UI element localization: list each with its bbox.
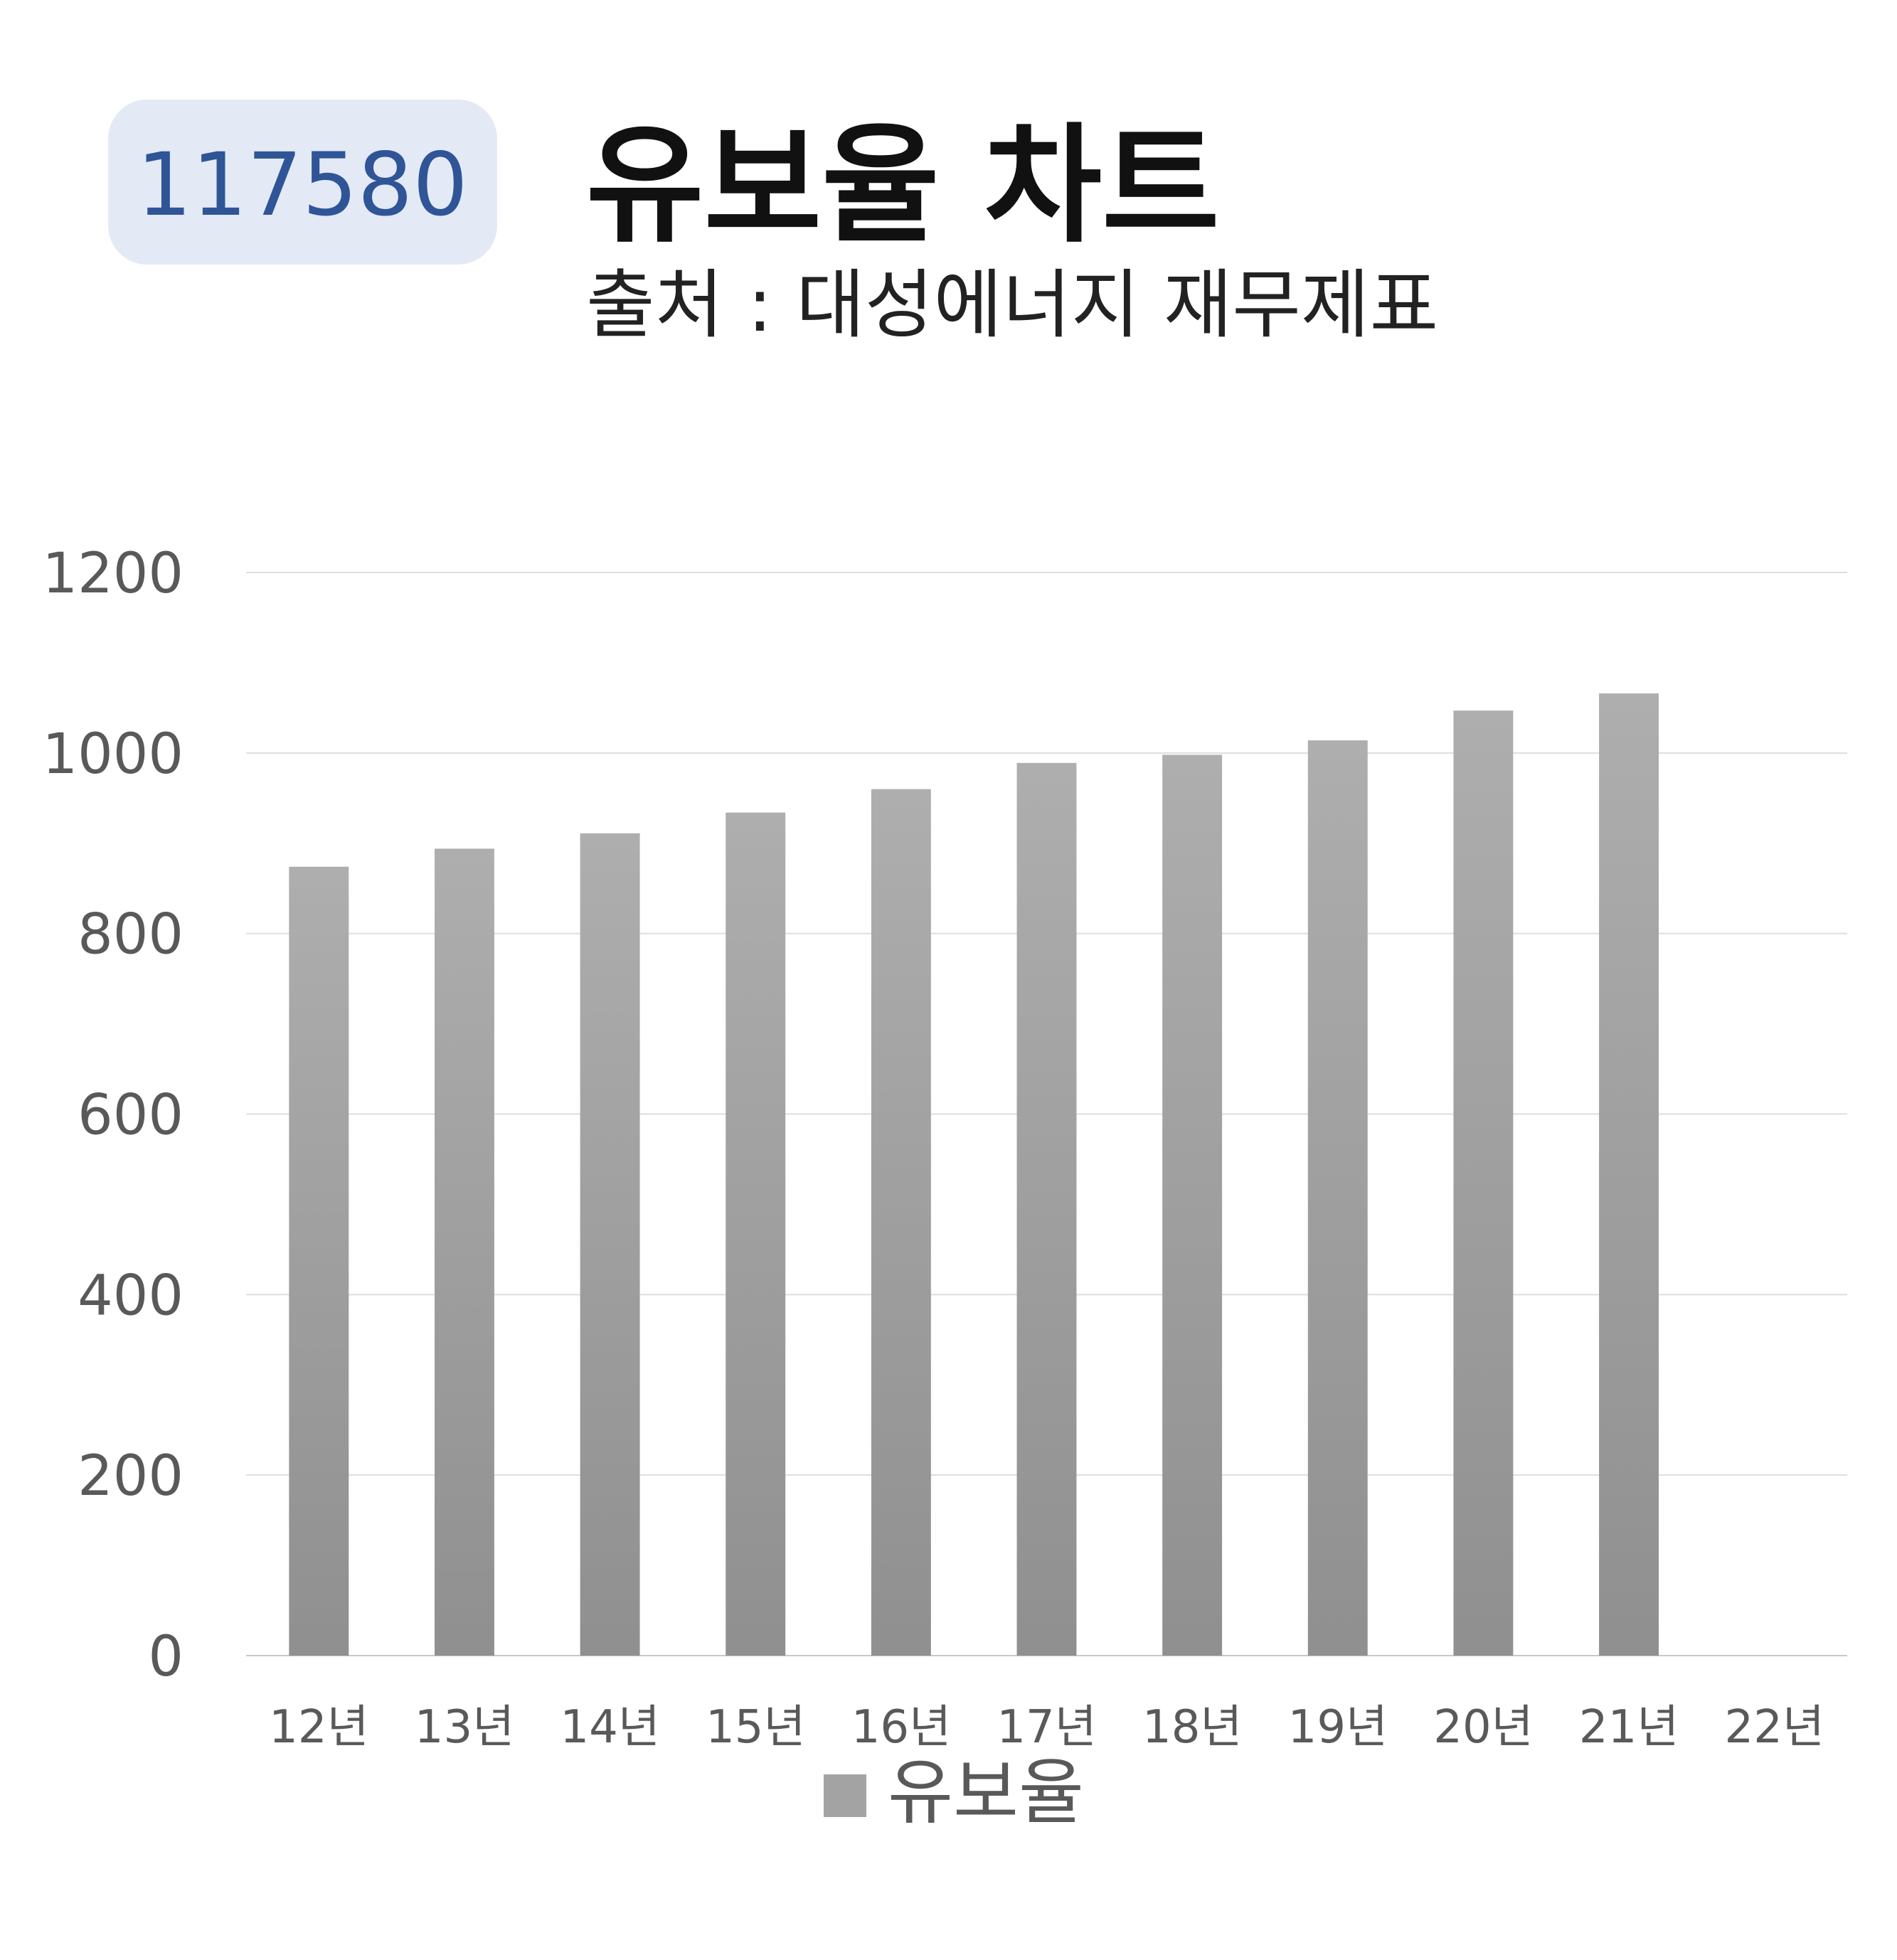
bar-shade bbox=[580, 833, 640, 1656]
y-tick-label: 1200 bbox=[42, 542, 184, 606]
x-tick-label: 16년 bbox=[851, 1701, 951, 1754]
y-tick-label: 1000 bbox=[42, 723, 184, 787]
x-tick-label: 21년 bbox=[1579, 1701, 1679, 1754]
x-tick-label: 14년 bbox=[560, 1701, 659, 1754]
bar-shade bbox=[1307, 740, 1368, 1656]
bar-shade bbox=[1599, 693, 1659, 1656]
x-tick-label: 15년 bbox=[706, 1701, 805, 1754]
chart-subtitle: 출처 : 대성에너지 재무제표 bbox=[586, 262, 1438, 348]
bar-shade bbox=[871, 789, 931, 1656]
y-tick-label: 400 bbox=[78, 1264, 184, 1328]
x-tick-label: 20년 bbox=[1433, 1701, 1533, 1754]
legend-swatch bbox=[824, 1774, 866, 1817]
y-tick-label: 600 bbox=[78, 1084, 184, 1148]
legend-label: 유보율 bbox=[888, 1751, 1084, 1834]
x-tick-label: 18년 bbox=[1142, 1701, 1242, 1754]
x-tick-label: 17년 bbox=[997, 1701, 1096, 1754]
y-tick-label: 0 bbox=[148, 1625, 184, 1689]
bar-shade bbox=[289, 866, 349, 1656]
y-tick-label: 800 bbox=[78, 903, 184, 967]
x-tick-label: 19년 bbox=[1288, 1701, 1388, 1754]
bar-shade bbox=[435, 848, 494, 1656]
x-tick-label: 12년 bbox=[269, 1701, 368, 1754]
chart-title: 유보율 차트 bbox=[586, 112, 1220, 260]
bar-shade bbox=[1453, 710, 1514, 1656]
bar-shade bbox=[726, 812, 786, 1656]
code-text: 117580 bbox=[137, 134, 468, 235]
y-tick-label: 200 bbox=[78, 1444, 184, 1508]
bar-shade bbox=[1016, 762, 1077, 1656]
code-badge bbox=[108, 100, 497, 265]
bar-shade bbox=[1162, 755, 1223, 1656]
x-tick-label: 13년 bbox=[415, 1701, 514, 1754]
x-tick-label: 22년 bbox=[1725, 1701, 1824, 1754]
